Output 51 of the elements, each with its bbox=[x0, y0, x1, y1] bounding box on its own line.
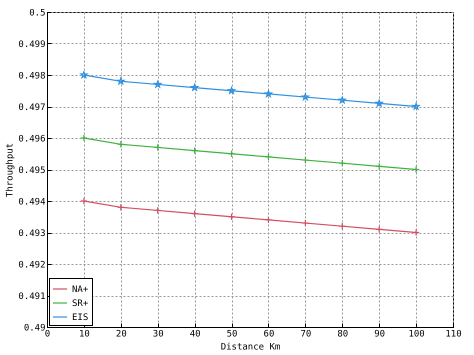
point bbox=[376, 100, 383, 107]
x-axis-title: Distance Km bbox=[220, 342, 280, 352]
point bbox=[190, 146, 198, 154]
point bbox=[154, 144, 162, 152]
point bbox=[338, 159, 346, 167]
point bbox=[228, 86, 236, 94]
y-tick-label: 0.499 bbox=[18, 40, 46, 50]
point bbox=[338, 222, 346, 230]
x-tick-label: 100 bbox=[408, 330, 425, 340]
point bbox=[264, 216, 272, 224]
legend-label: EIS bbox=[72, 313, 88, 323]
x-tick-label: 0 bbox=[44, 330, 50, 340]
point bbox=[375, 226, 383, 234]
point bbox=[412, 102, 420, 110]
point bbox=[302, 156, 310, 164]
y-tick-label: 0.5 bbox=[29, 8, 46, 18]
x-tick-label: 40 bbox=[190, 330, 201, 340]
x-tick-label: 90 bbox=[374, 330, 386, 340]
point bbox=[190, 210, 198, 218]
y-tick-label: 0.49 bbox=[24, 324, 46, 334]
point bbox=[375, 162, 383, 170]
x-tick-label: 10 bbox=[78, 330, 90, 340]
x-tick-label: 70 bbox=[300, 330, 312, 340]
y-tick-label: 0.498 bbox=[18, 72, 46, 82]
point bbox=[302, 219, 310, 227]
point bbox=[228, 150, 236, 158]
x-tick-label: 20 bbox=[116, 330, 127, 340]
y-tick-label: 0.495 bbox=[18, 166, 46, 176]
point bbox=[117, 204, 125, 212]
point bbox=[338, 96, 346, 104]
point bbox=[154, 206, 162, 214]
y-tick-label: 0.493 bbox=[18, 229, 46, 239]
x-tick-label: 80 bbox=[337, 330, 348, 340]
point bbox=[264, 153, 272, 161]
x-tick-label: 60 bbox=[264, 330, 274, 340]
point bbox=[117, 140, 125, 148]
y-tick-label: 0.496 bbox=[18, 134, 46, 144]
y-tick-label: 0.491 bbox=[18, 292, 46, 302]
x-tick-label: 110 bbox=[445, 330, 462, 340]
y-axis-title: Throughput bbox=[5, 142, 16, 198]
x-tick-label: 50 bbox=[226, 330, 238, 340]
legend-label: SR+ bbox=[72, 299, 89, 309]
x-tick-label: 30 bbox=[152, 330, 164, 340]
point bbox=[154, 80, 162, 88]
point bbox=[264, 90, 272, 98]
point bbox=[228, 212, 236, 221]
y-tick-label: 0.494 bbox=[18, 198, 46, 208]
legend-label: NA+ bbox=[72, 285, 89, 295]
y-tick-label: 0.492 bbox=[18, 260, 46, 270]
y-tick-label: 0.497 bbox=[18, 103, 46, 113]
point bbox=[80, 71, 88, 78]
